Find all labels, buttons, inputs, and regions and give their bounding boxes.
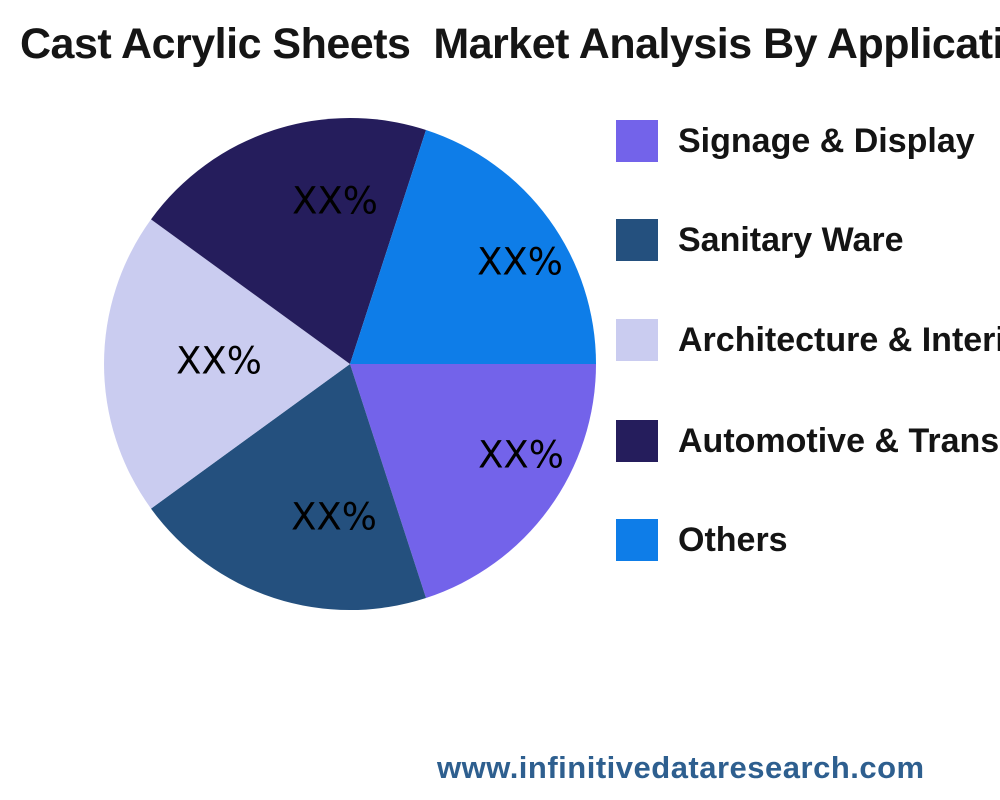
legend-label: Signage & Display [678, 121, 975, 160]
pie-slice-4 [350, 130, 596, 364]
legend-swatch [616, 519, 658, 561]
slice-percent-label: XX% [176, 340, 262, 383]
legend-swatch [616, 219, 658, 261]
legend-item: Others [616, 519, 1000, 561]
legend-label: Others [678, 520, 788, 559]
legend-label: Automotive & Transportation [678, 421, 1000, 460]
legend-label: Architecture & Interior [678, 320, 1000, 359]
watermark: www.infinitivedataresearch.com [437, 750, 925, 785]
slice-percent-label: XX% [478, 434, 564, 477]
legend-swatch [616, 420, 658, 462]
legend-item: Architecture & Interior [616, 319, 1000, 361]
chart-title: Cast Acrylic Sheets Market Analysis By A… [20, 20, 1000, 68]
legend-item: Automotive & Transportation [616, 420, 1000, 462]
pie-slice-0 [350, 364, 596, 598]
legend-item: Sanitary Ware [616, 219, 1000, 261]
slice-percent-label: XX% [292, 180, 378, 223]
legend-swatch [616, 319, 658, 361]
pie-slice-3 [151, 117, 426, 364]
pie-slice-1 [151, 364, 426, 611]
slice-percent-label: XX% [477, 241, 563, 284]
legend-item: Signage & Display [616, 120, 1000, 162]
slice-percent-label: XX% [291, 496, 377, 539]
legend-label: Sanitary Ware [678, 220, 904, 259]
legend-swatch [616, 120, 658, 162]
pie-slice-2 [104, 219, 351, 509]
